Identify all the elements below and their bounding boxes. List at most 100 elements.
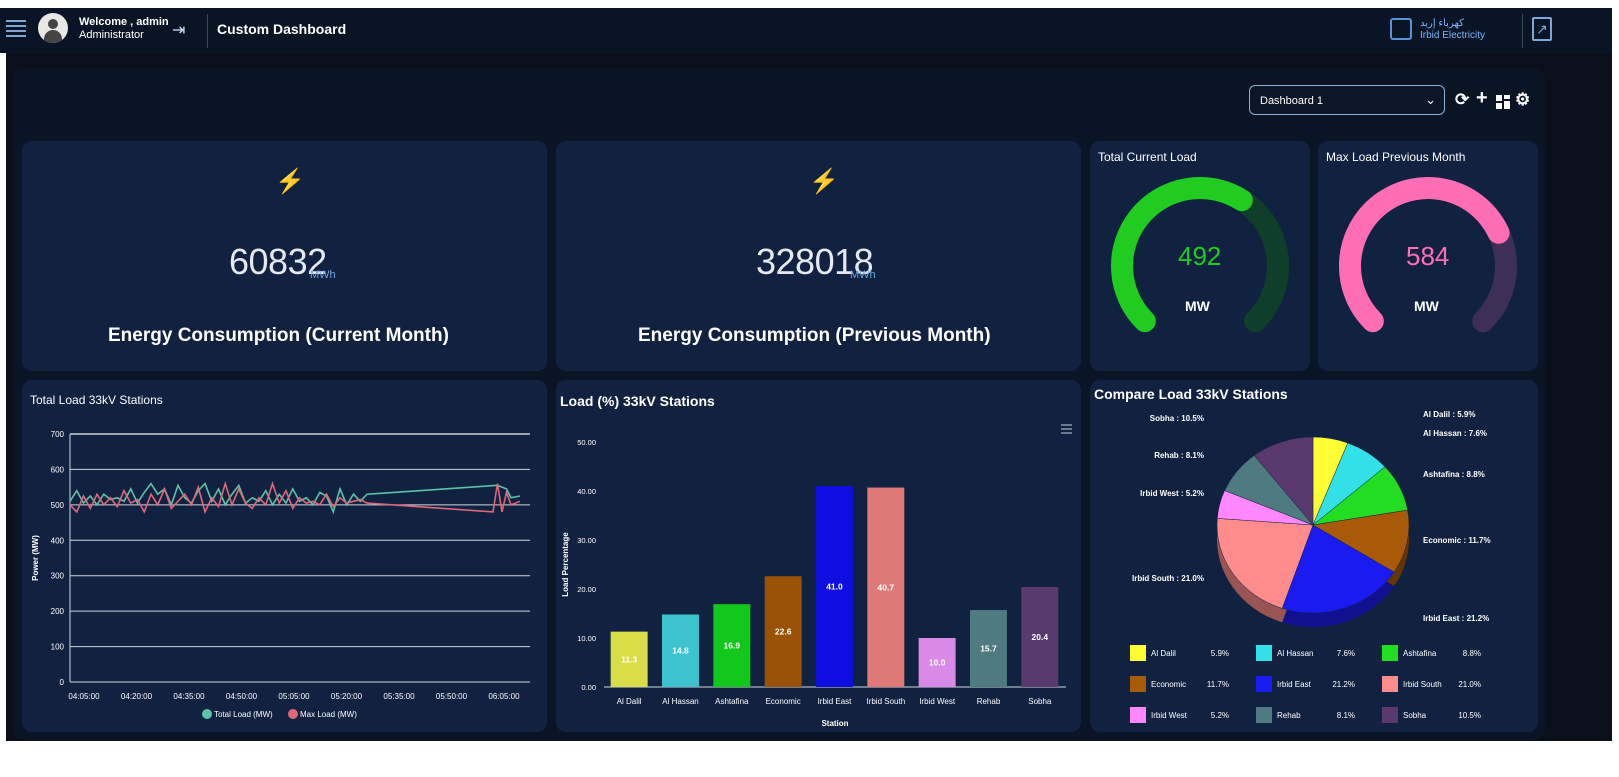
line-chart-title: Total Load 33kV Stations — [30, 393, 163, 407]
bar-value-label: 20.4 — [1032, 632, 1049, 642]
legend-label: Total Load (MW) — [214, 710, 273, 719]
top-bar: Welcome , admin Administrator ⇥ Custom D… — [0, 8, 1612, 53]
x-tick-label: Rehab — [977, 697, 1001, 706]
x-tick-label: Ashtafina — [715, 697, 749, 706]
pie-slice-label: Irbid East : 21.2% — [1423, 614, 1489, 623]
pie-slice-label: Rehab : 8.1% — [1154, 451, 1204, 460]
avatar[interactable] — [38, 13, 68, 43]
divider — [1522, 14, 1523, 48]
bar — [662, 614, 699, 687]
legend-label: Sobha — [1403, 711, 1427, 720]
logout-icon[interactable]: ⇥ — [172, 22, 186, 39]
legend-marker — [202, 709, 212, 719]
pie-slice — [1312, 509, 1410, 573]
y-tick-label: 0 — [60, 678, 65, 687]
energy-previous-title: Energy Consumption (Previous Month) — [638, 325, 991, 346]
energy-current-value: 60832 — [229, 241, 327, 282]
legend-swatch — [1130, 676, 1146, 692]
bar — [816, 486, 853, 687]
brand-logo: كهرباء إربد Irbid Electricity — [1390, 16, 1490, 46]
legend-swatch — [1130, 645, 1146, 661]
y-tick-label: 30.00 — [577, 536, 596, 545]
brand-mark-icon — [1390, 18, 1412, 40]
gear-icon[interactable]: ⚙ — [1515, 90, 1531, 109]
y-tick-label: 200 — [51, 607, 65, 616]
energy-previous-value: 328018 — [756, 241, 874, 282]
plus-icon[interactable]: + — [1476, 87, 1488, 109]
pie-slice-label: Irbid West : 5.2% — [1140, 489, 1204, 498]
gauge-title: Max Load Previous Month — [1326, 150, 1466, 164]
legend-label: Al Dalil — [1151, 649, 1176, 658]
legend-label: Irbid East — [1277, 680, 1312, 689]
y-tick-label: 20.00 — [577, 585, 596, 594]
y-tick-label: 50.00 — [577, 438, 596, 447]
y-tick-label: 700 — [51, 430, 65, 439]
legend-swatch — [1130, 707, 1146, 723]
bar — [867, 487, 905, 687]
gauge-unit: MW — [1185, 298, 1210, 314]
bar-value-label: 41.0 — [826, 582, 843, 592]
bar — [970, 610, 1007, 687]
lightning-icon: ⚡ — [809, 168, 839, 195]
divider — [207, 14, 208, 48]
x-tick-label: Al Dalil — [617, 697, 642, 706]
y-tick-label: 300 — [51, 572, 65, 581]
gauge-card-current-load: Total Current Load 492 MW — [1090, 141, 1310, 371]
pie-chart-title: Compare Load 33kV Stations — [1094, 386, 1288, 402]
x-tick-label: Economic — [766, 697, 801, 706]
x-tick-label: 04:05:00 — [68, 692, 100, 701]
energy-current-title: Energy Consumption (Current Month) — [108, 325, 449, 346]
legend-swatch — [1256, 645, 1272, 661]
x-tick-label: 05:35:00 — [383, 692, 415, 701]
lightning-icon: ⚡ — [275, 168, 305, 195]
gauge-card-max-load: Max Load Previous Month 584 MW — [1318, 141, 1538, 371]
bar — [713, 604, 751, 687]
legend-value: 8.8% — [1463, 649, 1481, 658]
pie-slice-label: Sobha : 10.5% — [1150, 414, 1204, 423]
line-chart: 0 100 200 300 400 500 600 700 04:05:00 04:20:00 04… — [31, 430, 530, 719]
user-role: Administrator — [79, 29, 144, 41]
chevron-down-icon: ⌄ — [1425, 92, 1436, 107]
x-tick-label: 05:05:00 — [278, 692, 310, 701]
dashboard-select-value: Dashboard 1 — [1260, 95, 1323, 107]
legend-value: 11.7% — [1207, 680, 1229, 689]
legend-label: Irbid South — [1403, 680, 1442, 689]
y-tick-label: 10.00 — [577, 634, 596, 643]
x-tick-label: 05:50:00 — [436, 692, 468, 701]
legend-marker — [288, 709, 298, 719]
grid-icon[interactable] — [1496, 94, 1510, 114]
legend-value: 10.5% — [1458, 711, 1481, 720]
x-tick-label: Irbid West — [919, 697, 956, 706]
legend-value: 21.0% — [1458, 680, 1481, 689]
refresh-icon[interactable]: ⟳ — [1455, 90, 1470, 109]
bar-value-label: 14.8 — [672, 646, 689, 656]
bar-value-label: 15.7 — [980, 644, 997, 654]
y-tick-label: 400 — [51, 536, 65, 545]
series-line — [69, 482, 521, 515]
bar-value-label: 10.0 — [929, 658, 946, 668]
app-switch-icon[interactable]: ↗ — [1532, 17, 1552, 41]
x-tick-label: 06:05:00 — [488, 692, 520, 701]
energy-current-card: ⚡ 60832 MWh Energy Consumption (Current … — [22, 141, 547, 371]
x-tick-label: Irbid South — [866, 697, 905, 706]
gauge-fill — [1339, 177, 1510, 333]
gauge-value: 584 — [1406, 241, 1450, 271]
hamburger-menu-icon[interactable] — [6, 20, 26, 40]
pie-chart: Al Dalil : 5.9% Al Hassan : 7.6% Ashtafina… — [1130, 410, 1491, 723]
y-tick-label: 0.00 — [581, 683, 596, 692]
legend-label: Economic — [1151, 680, 1186, 689]
pie-slice-label: Al Dalil : 5.9% — [1423, 410, 1475, 419]
bar-value-label: 11.3 — [621, 654, 637, 664]
brand-name-ar: كهرباء إربد — [1420, 18, 1464, 29]
y-axis-label: Load Percentage — [561, 532, 570, 597]
legend-label: Irbid West — [1151, 711, 1188, 720]
dashboard-select[interactable]: Dashboard 1 ⌄ — [1249, 85, 1445, 115]
bar-chart: 0.00 10.00 20.00 30.00 40.00 50.00 11.3 Al Dali… — [561, 424, 1072, 728]
gauge-fill — [1111, 177, 1253, 333]
gauge-value: 492 — [1178, 241, 1222, 271]
legend-swatch — [1256, 707, 1272, 723]
x-tick-label: Sobha — [1028, 697, 1052, 706]
gauge-title: Total Current Load — [1098, 150, 1197, 164]
bar-chart-title: Load (%) 33kV Stations — [560, 393, 715, 409]
